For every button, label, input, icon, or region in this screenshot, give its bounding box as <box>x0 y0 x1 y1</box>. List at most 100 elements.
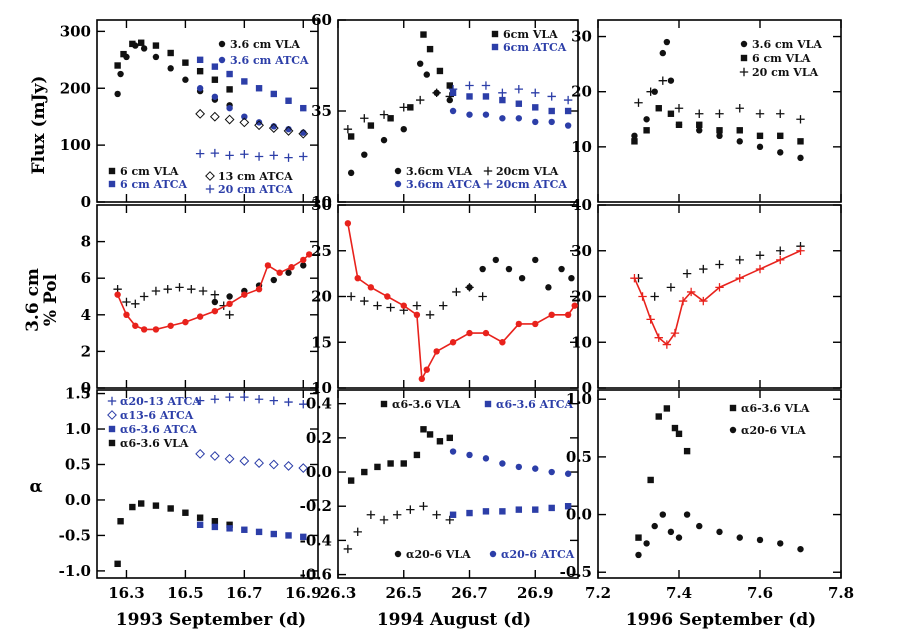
series--20-13-atca <box>195 392 308 409</box>
data-point <box>654 333 663 342</box>
data-point <box>167 505 174 512</box>
series-atca <box>344 220 578 383</box>
data-point <box>776 109 785 118</box>
data-point <box>373 301 382 310</box>
legend-marker <box>108 425 116 433</box>
data-point <box>666 283 676 292</box>
data-point <box>548 118 555 126</box>
series-3-6cm-atca <box>449 107 572 129</box>
legend-label: 6cm ATCA <box>503 41 567 54</box>
legend-label: α6-3.6 ATCA <box>120 423 198 436</box>
data-point <box>436 438 444 445</box>
data-point <box>361 468 368 476</box>
data-point <box>224 453 235 464</box>
data-point <box>678 296 688 306</box>
data-point <box>131 299 140 309</box>
data-point <box>432 88 441 97</box>
series--6-3-6-atca <box>449 448 572 477</box>
data-point <box>756 132 764 140</box>
data-point <box>285 269 292 276</box>
legend-label: α6-3.6 VLA <box>392 398 461 411</box>
plot-frame <box>597 204 842 389</box>
ytick-label: -0.5 <box>560 563 592 581</box>
series-6-cm-atca <box>196 56 307 112</box>
data-point <box>547 92 556 101</box>
data-point <box>239 117 250 128</box>
panel-p33: -0.5 0.0 0.5 1.0 7.2 7.4 7.6 7.8 α6-3.6 VLA α20-6… <box>560 389 854 602</box>
legend-marker <box>740 54 748 62</box>
ytick-label: 20 <box>571 83 592 101</box>
series--6-3-6-vla <box>347 426 453 484</box>
data-point <box>564 470 572 477</box>
data-point <box>255 528 263 536</box>
data-point <box>466 509 473 517</box>
data-point <box>420 426 427 433</box>
data-point <box>400 460 407 467</box>
data-point <box>776 246 785 255</box>
data-point <box>226 70 233 78</box>
data-point <box>264 262 272 269</box>
data-point <box>254 152 264 161</box>
ytick-label: 15 <box>311 333 332 351</box>
legend-marker <box>491 30 499 38</box>
series-vla <box>113 283 234 319</box>
data-point <box>419 502 428 511</box>
data-point <box>481 81 491 90</box>
data-point <box>211 523 219 531</box>
data-point <box>545 284 552 291</box>
legend-entry: α20-6 ATCA <box>489 548 575 561</box>
data-point <box>360 114 369 123</box>
data-point <box>285 532 292 539</box>
data-point <box>650 292 659 301</box>
ytick-label: 4 <box>81 306 91 324</box>
data-point <box>276 269 283 276</box>
data-point <box>386 303 395 312</box>
data-point <box>515 506 523 513</box>
panel-p32: -0.6 -0.4 -0.2 0.0 0.2 0.4 26.3 26.5 26.7 26.9 α6-… <box>300 389 579 602</box>
data-point <box>182 59 189 66</box>
data-point <box>564 311 572 318</box>
legend-entry: 20 cm VLA <box>739 66 819 79</box>
data-point <box>269 396 278 405</box>
data-point <box>400 126 407 133</box>
legend-label: α13-6 ATCA <box>120 409 194 422</box>
data-point <box>241 78 248 85</box>
ytick-label: 20 <box>311 288 332 306</box>
data-point <box>647 476 654 484</box>
data-point <box>300 104 307 112</box>
data-point <box>406 505 415 514</box>
data-point <box>796 246 805 255</box>
data-point <box>651 522 658 530</box>
ylabel-pol-b: % Pol <box>41 273 61 326</box>
data-point <box>418 375 426 383</box>
data-point <box>209 451 220 461</box>
data-point <box>499 96 506 104</box>
data-point <box>630 274 639 283</box>
series--13-6-atca <box>195 448 309 473</box>
data-point <box>415 95 425 105</box>
data-point <box>658 76 667 85</box>
ytick-label: 2 <box>81 342 91 360</box>
legend-label: 13 cm ATCA <box>218 170 293 183</box>
data-point <box>699 264 708 274</box>
data-point <box>448 84 458 94</box>
data-point <box>482 508 490 515</box>
data-point <box>482 455 490 462</box>
data-point <box>226 521 233 528</box>
data-point <box>196 56 204 64</box>
plot-frame <box>597 19 842 203</box>
legend-entry: 6 cm ATCA <box>108 178 188 191</box>
series-line <box>347 223 576 382</box>
data-point <box>675 430 683 438</box>
data-point <box>138 500 145 507</box>
data-point <box>683 447 691 455</box>
data-point <box>225 151 234 160</box>
data-point <box>254 458 264 468</box>
series--20-6-vla <box>343 502 454 554</box>
data-point <box>548 311 555 318</box>
ytick-label: 10 <box>311 379 332 397</box>
legend-marker <box>483 166 493 176</box>
series-atca <box>114 251 313 333</box>
